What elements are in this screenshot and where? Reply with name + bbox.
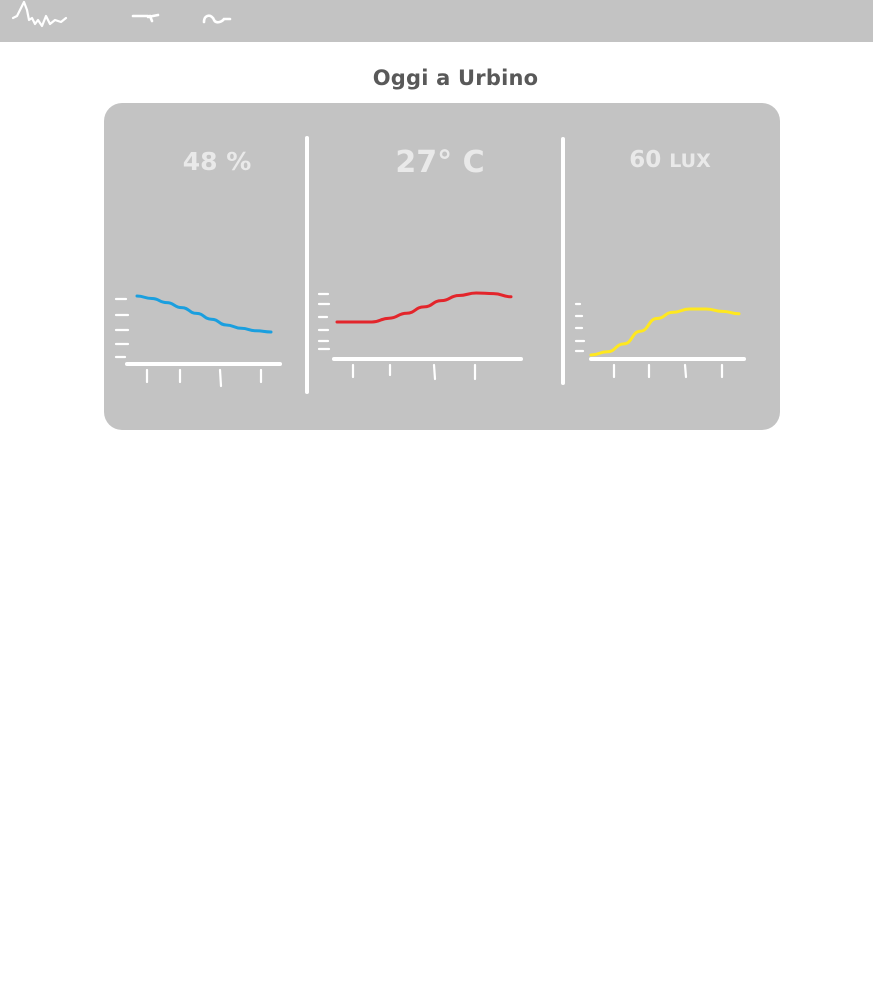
humidity-unit: % (226, 147, 252, 176)
humidity-reading: 48 % (162, 147, 272, 176)
humidity-x-tick (218, 368, 223, 388)
temperature-unit: C (462, 145, 485, 180)
top-bar (0, 0, 873, 42)
weather-card: 48 % 27° C 60 LUX (104, 103, 780, 430)
top-bar-scribbles (11, 0, 232, 28)
scribble-loop-icon (202, 14, 232, 24)
light-reading: 60 LUX (610, 147, 730, 173)
scribble-dash-icon (131, 13, 160, 23)
temperature-series-line (335, 291, 513, 324)
page-title: Oggi a Urbino (372, 66, 539, 90)
panel-divider (561, 137, 565, 385)
temperature-reading: 27° C (380, 145, 500, 180)
humidity-value: 48 (182, 147, 218, 176)
light-series-line (589, 307, 741, 357)
temperature-x-tick (432, 363, 437, 381)
panel-divider (305, 136, 309, 394)
sparkline-charts (114, 291, 746, 388)
humidity-series-line (135, 294, 273, 334)
light-value: 60 (629, 147, 662, 173)
scribble-waveform-icon (11, 0, 68, 28)
temperature-value: 27° (395, 145, 453, 180)
light-x-tick (683, 363, 688, 379)
light-unit: LUX (669, 150, 711, 172)
